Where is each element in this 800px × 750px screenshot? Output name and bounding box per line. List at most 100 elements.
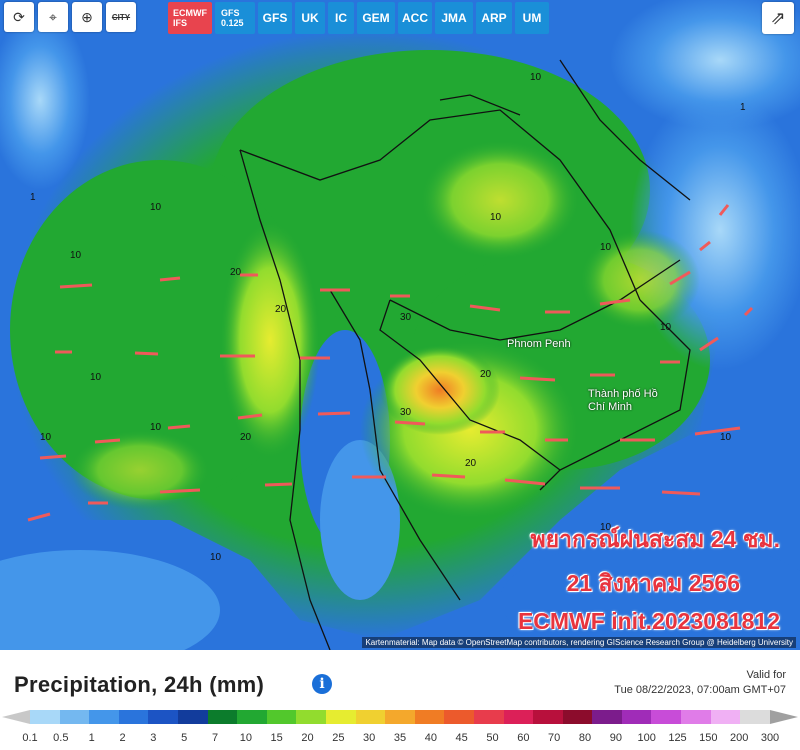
city-toggle-button[interactable]: CITY — [106, 2, 136, 32]
location-pin-icon[interactable]: ⌖ — [38, 2, 68, 32]
color-scale-ticks: 0.1 0.5 1 2 3 5 7 10 15 20 25 30 35 40 45 50 60 70 80 90 100… — [22, 732, 779, 746]
scale-max-arrow-icon — [770, 710, 798, 724]
scale-tick-label: 70 — [548, 732, 561, 744]
map-attribution[interactable]: Kartenmaterial: Map data © OpenStreetMap… — [362, 637, 796, 648]
svg-text:10: 10 — [530, 72, 542, 83]
scale-tick-label: 40 — [424, 732, 437, 744]
city-label-phnom-penh: Phnom Penh — [507, 338, 571, 350]
refresh-icon[interactable]: ⟳ — [4, 2, 34, 32]
scale-tick-label: 100 — [637, 732, 656, 744]
scale-swatch — [177, 710, 208, 724]
zoom-icon[interactable]: ⊕ — [72, 2, 102, 32]
scale-tick-label: 80 — [578, 732, 592, 744]
scale-swatch — [473, 710, 504, 724]
scale-tick-label: 200 — [729, 732, 749, 744]
scale-tick-label: 25 — [332, 732, 345, 744]
scale-swatch — [592, 710, 622, 724]
forecast-caption-init: ECMWF init.2023081812 — [517, 608, 780, 634]
scale-tick-label: 35 — [393, 732, 407, 744]
scale-swatch — [503, 710, 534, 724]
scale-tick-label: 20 — [301, 732, 314, 744]
scale-swatch — [148, 710, 178, 724]
scale-swatch — [651, 710, 682, 724]
scale-tick-label: 150 — [699, 732, 718, 744]
scale-tick-label: 3 — [150, 732, 157, 744]
svg-text:20: 20 — [275, 304, 287, 315]
model-uk[interactable]: UK — [295, 2, 325, 34]
scale-swatch — [355, 710, 386, 724]
scale-swatch — [89, 710, 119, 724]
scale-swatch — [325, 710, 356, 724]
scale-swatch — [681, 710, 711, 724]
scale-swatch — [237, 710, 267, 724]
info-icon[interactable]: i — [312, 674, 332, 694]
svg-text:20: 20 — [230, 267, 242, 278]
share-icon[interactable]: ⇗ — [762, 2, 794, 34]
scale-swatch — [621, 710, 652, 724]
scale-swatch — [296, 710, 326, 724]
model-um[interactable]: UM — [515, 2, 549, 34]
scale-swatch — [414, 710, 445, 724]
toolbar: ⟳ ⌖ ⊕ CITY ECMWF IFS GFS 0.125 GFS UK IC… — [0, 0, 800, 36]
scale-swatch — [118, 710, 149, 724]
model-gem[interactable]: GEM — [357, 2, 395, 34]
scale-tick-label: 125 — [668, 732, 687, 744]
scale-tick-label: 7 — [211, 732, 219, 744]
color-scale-bar — [30, 710, 770, 724]
precipitation-map[interactable]: 20 20 20 30 30 20 20 10 10 10 10 10 10 10 10 10 1 1 … — [0, 0, 800, 650]
legend-title: Precipitation, 24h (mm) — [14, 672, 265, 697]
scale-swatch — [30, 710, 60, 724]
svg-text:10: 10 — [600, 242, 612, 253]
svg-text:30: 30 — [400, 407, 412, 418]
svg-text:10: 10 — [660, 322, 672, 333]
svg-text:1: 1 — [30, 192, 36, 203]
svg-text:20: 20 — [465, 458, 477, 469]
valid-time-block: Valid for Tue 08/22/2023, 07:00am GMT+07 — [614, 668, 786, 698]
scale-swatch — [444, 710, 474, 724]
scale-swatch — [740, 710, 770, 724]
scale-tick-label: 0.5 — [53, 732, 69, 744]
scale-tick-label: 5 — [181, 732, 188, 744]
scale-tick-label: 45 — [455, 732, 468, 744]
scale-tick-label: 30 — [363, 732, 376, 744]
model-gfs[interactable]: GFS — [258, 2, 292, 34]
valid-for-label: Valid for — [746, 669, 786, 681]
scale-tick-label: 1 — [88, 732, 95, 744]
model-gfs-0125[interactable]: GFS 0.125 — [215, 2, 255, 34]
svg-text:10: 10 — [210, 552, 222, 563]
svg-text:10: 10 — [40, 432, 52, 443]
svg-text:10: 10 — [90, 372, 102, 383]
svg-text:10: 10 — [600, 522, 612, 533]
scale-tick-label: 2 — [119, 732, 126, 744]
model-acc[interactable]: ACC — [398, 2, 432, 34]
scale-tick-label: 60 — [517, 732, 530, 744]
scale-min-arrow-icon — [2, 710, 30, 724]
svg-text:10: 10 — [150, 422, 162, 433]
model-ic[interactable]: IC — [328, 2, 354, 34]
scale-swatch — [266, 710, 297, 724]
scale-tick-label: 90 — [609, 732, 622, 744]
scale-swatch — [710, 710, 741, 724]
scale-swatch — [385, 710, 415, 724]
svg-text:20: 20 — [480, 369, 492, 380]
svg-text:10: 10 — [150, 202, 162, 213]
svg-text:10: 10 — [720, 432, 732, 443]
scale-swatch — [207, 710, 238, 724]
legend-panel: Precipitation, 24h (mm) i Valid for Tue … — [0, 650, 800, 750]
svg-text:30: 30 — [400, 312, 412, 323]
scale-tick-label: 15 — [270, 732, 283, 744]
scale-swatch — [533, 710, 563, 724]
scale-swatch — [59, 710, 90, 724]
valid-time-value: Tue 08/22/2023, 07:00am GMT+07 — [614, 684, 786, 696]
scale-tick-label: 300 — [760, 732, 780, 744]
model-arp[interactable]: ARP — [476, 2, 512, 34]
svg-text:20: 20 — [240, 432, 252, 443]
svg-text:10: 10 — [70, 250, 82, 261]
city-label-ho-chi-minh: Thành phố Hồ Chí Minh — [588, 388, 658, 413]
scale-swatch — [562, 710, 593, 724]
model-ecmwf-ifs[interactable]: ECMWF IFS — [168, 2, 212, 34]
scale-tick-label: 0.1 — [22, 732, 38, 744]
scale-tick-label: 50 — [486, 732, 499, 744]
model-jma[interactable]: JMA — [435, 2, 473, 34]
